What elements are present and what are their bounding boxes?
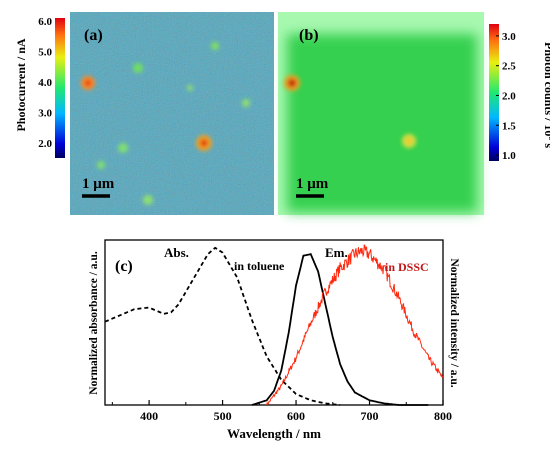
colorbar-a: Photocurrent / nA 6.0 5.0 4.0 3.0 2.0 — [14, 16, 65, 158]
colorbar-a-tick-label: 5.0 — [38, 46, 52, 58]
series-em_toluene — [251, 253, 429, 406]
colorbar-b-label: Photon counts / 108 s — [542, 42, 550, 148]
x-axis-ticks: 400 500 600 700 800 — [111, 400, 452, 423]
panel-b-label: (b) — [299, 27, 319, 44]
colorbar-b-tick-label: 1.5 — [502, 120, 516, 132]
x-tick-label: 800 — [434, 409, 452, 423]
spectrum-chart: 400 500 600 700 800 (c) Abs. in toluene Em. … — [88, 239, 460, 441]
x-tick-label: 400 — [140, 409, 158, 423]
chart-panel-label: (c) — [115, 258, 133, 275]
colorbar-b-gradient — [489, 24, 499, 161]
colorbar-b-tick-label: 3.0 — [502, 31, 516, 43]
scale-bar-a-label: 1 μm — [82, 176, 115, 192]
series-abs — [104, 246, 341, 406]
colorbar-b-tick-label: 2.5 — [502, 61, 516, 73]
x-tick-label: 500 — [214, 409, 232, 423]
panel-a-label: (a) — [84, 27, 103, 44]
y-axis-right-label: Normalized intensity / a.u. — [448, 258, 460, 387]
colorbar-a-tick-label: 6.0 — [38, 16, 52, 28]
colorbar-a-gradient — [55, 18, 65, 158]
colorbar-b: 3.0 2.5 2.0 1.5 1.0 Photon counts / 108 s — [489, 24, 550, 162]
toluene-annotation: in toluene — [234, 259, 285, 273]
series-em_dssc — [266, 244, 444, 406]
colorbar-b-ticks: 3.0 2.5 2.0 1.5 1.0 — [496, 31, 516, 162]
y-axis-left-label: Normalized absorbance / a.u. — [88, 251, 100, 395]
map-b: (b) 1 μm — [278, 12, 484, 215]
em-annotation: Em. — [325, 245, 348, 260]
x-tick-label: 600 — [287, 409, 305, 423]
colorbar-b-tick-label: 1.0 — [502, 150, 516, 162]
colorbar-a-tick-label: 4.0 — [38, 77, 52, 89]
plot-curves — [104, 244, 444, 406]
x-tick-label: 700 — [361, 409, 379, 423]
colorbar-a-label: Photocurrent / nA — [14, 38, 28, 131]
colorbar-a-tick-label: 2.0 — [38, 138, 52, 150]
colorbar-b-tick-label: 2.0 — [502, 90, 516, 102]
dssc-annotation: in DSSC — [385, 260, 429, 274]
plot-frame — [104, 239, 444, 406]
colorbar-a-tick-label: 3.0 — [38, 107, 52, 119]
x-axis-label: Wavelength / nm — [227, 426, 321, 441]
map-a: (a) 1 μm — [70, 12, 274, 215]
abs-annotation: Abs. — [164, 245, 189, 260]
scale-bar-b-label: 1 μm — [296, 176, 329, 192]
